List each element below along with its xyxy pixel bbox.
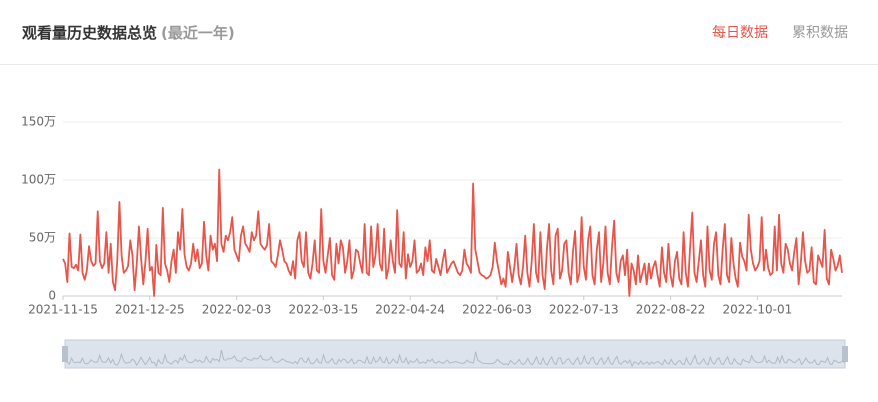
title: 观看量历史数据总览 (最近一年) [22,22,235,43]
subtitle: (最近一年) [161,24,235,42]
x-tick-label: 2022-07-13 [549,303,619,317]
zoom-handle[interactable] [62,346,68,362]
y-tick-label: 100万 [21,173,56,187]
tab-cumulative[interactable]: 累积数据 [792,25,848,41]
x-tick-label: 2022-04-24 [375,303,445,317]
tab-daily[interactable]: 每日数据 [712,25,768,41]
header: 观看量历史数据总览 (最近一年) 每日数据 累积数据 [0,0,878,65]
y-tick-label: 0 [48,289,56,303]
x-tick-label: 2021-12-25 [115,303,185,317]
title-text: 观看量历史数据总览 [22,24,158,42]
zoom-preview [64,349,846,368]
x-tick-label: 2022-06-03 [462,303,532,317]
x-tick-label: 2022-03-15 [289,303,359,317]
x-tick-label: 2021-11-15 [28,303,98,317]
zoom-handle[interactable] [842,346,848,362]
y-tick-label: 150万 [21,115,56,129]
y-tick-label: 50万 [29,231,56,245]
zoom-slider[interactable] [64,339,846,369]
x-tick-label: 2022-02-03 [202,303,272,317]
x-tick-label: 2022-08-22 [636,303,706,317]
x-tick-label: 2022-10-01 [722,303,792,317]
line [62,168,843,297]
